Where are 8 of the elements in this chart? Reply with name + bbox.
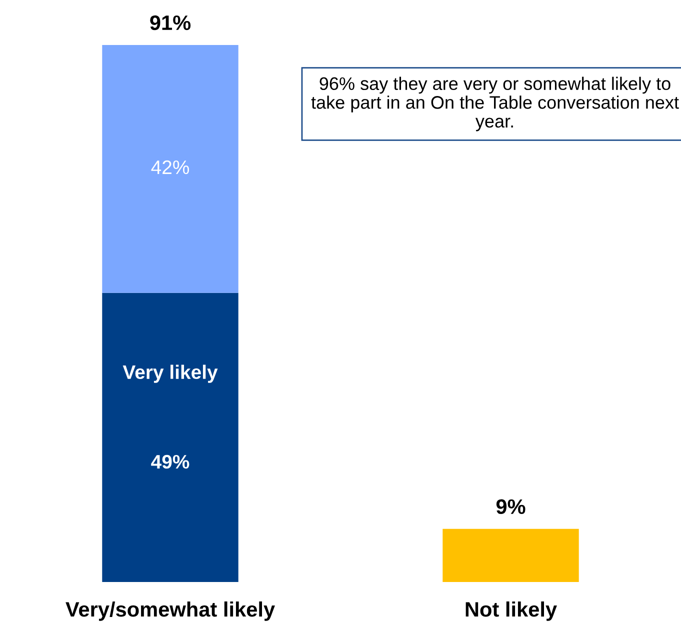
x-tick-label: Not likely	[466, 601, 557, 621]
total-label: 9%	[496, 499, 526, 514]
total-label: 91%	[150, 15, 191, 30]
data-label: 42%	[151, 160, 190, 174]
x-tick-label: Very/somewhat likely	[66, 601, 275, 621]
data-label: 49%	[151, 454, 190, 469]
annotation: 96% say they are very or somewhat likely to take part in an On the Table conversation next year.	[311, 76, 679, 132]
series-label: Very likely	[122, 364, 218, 383]
